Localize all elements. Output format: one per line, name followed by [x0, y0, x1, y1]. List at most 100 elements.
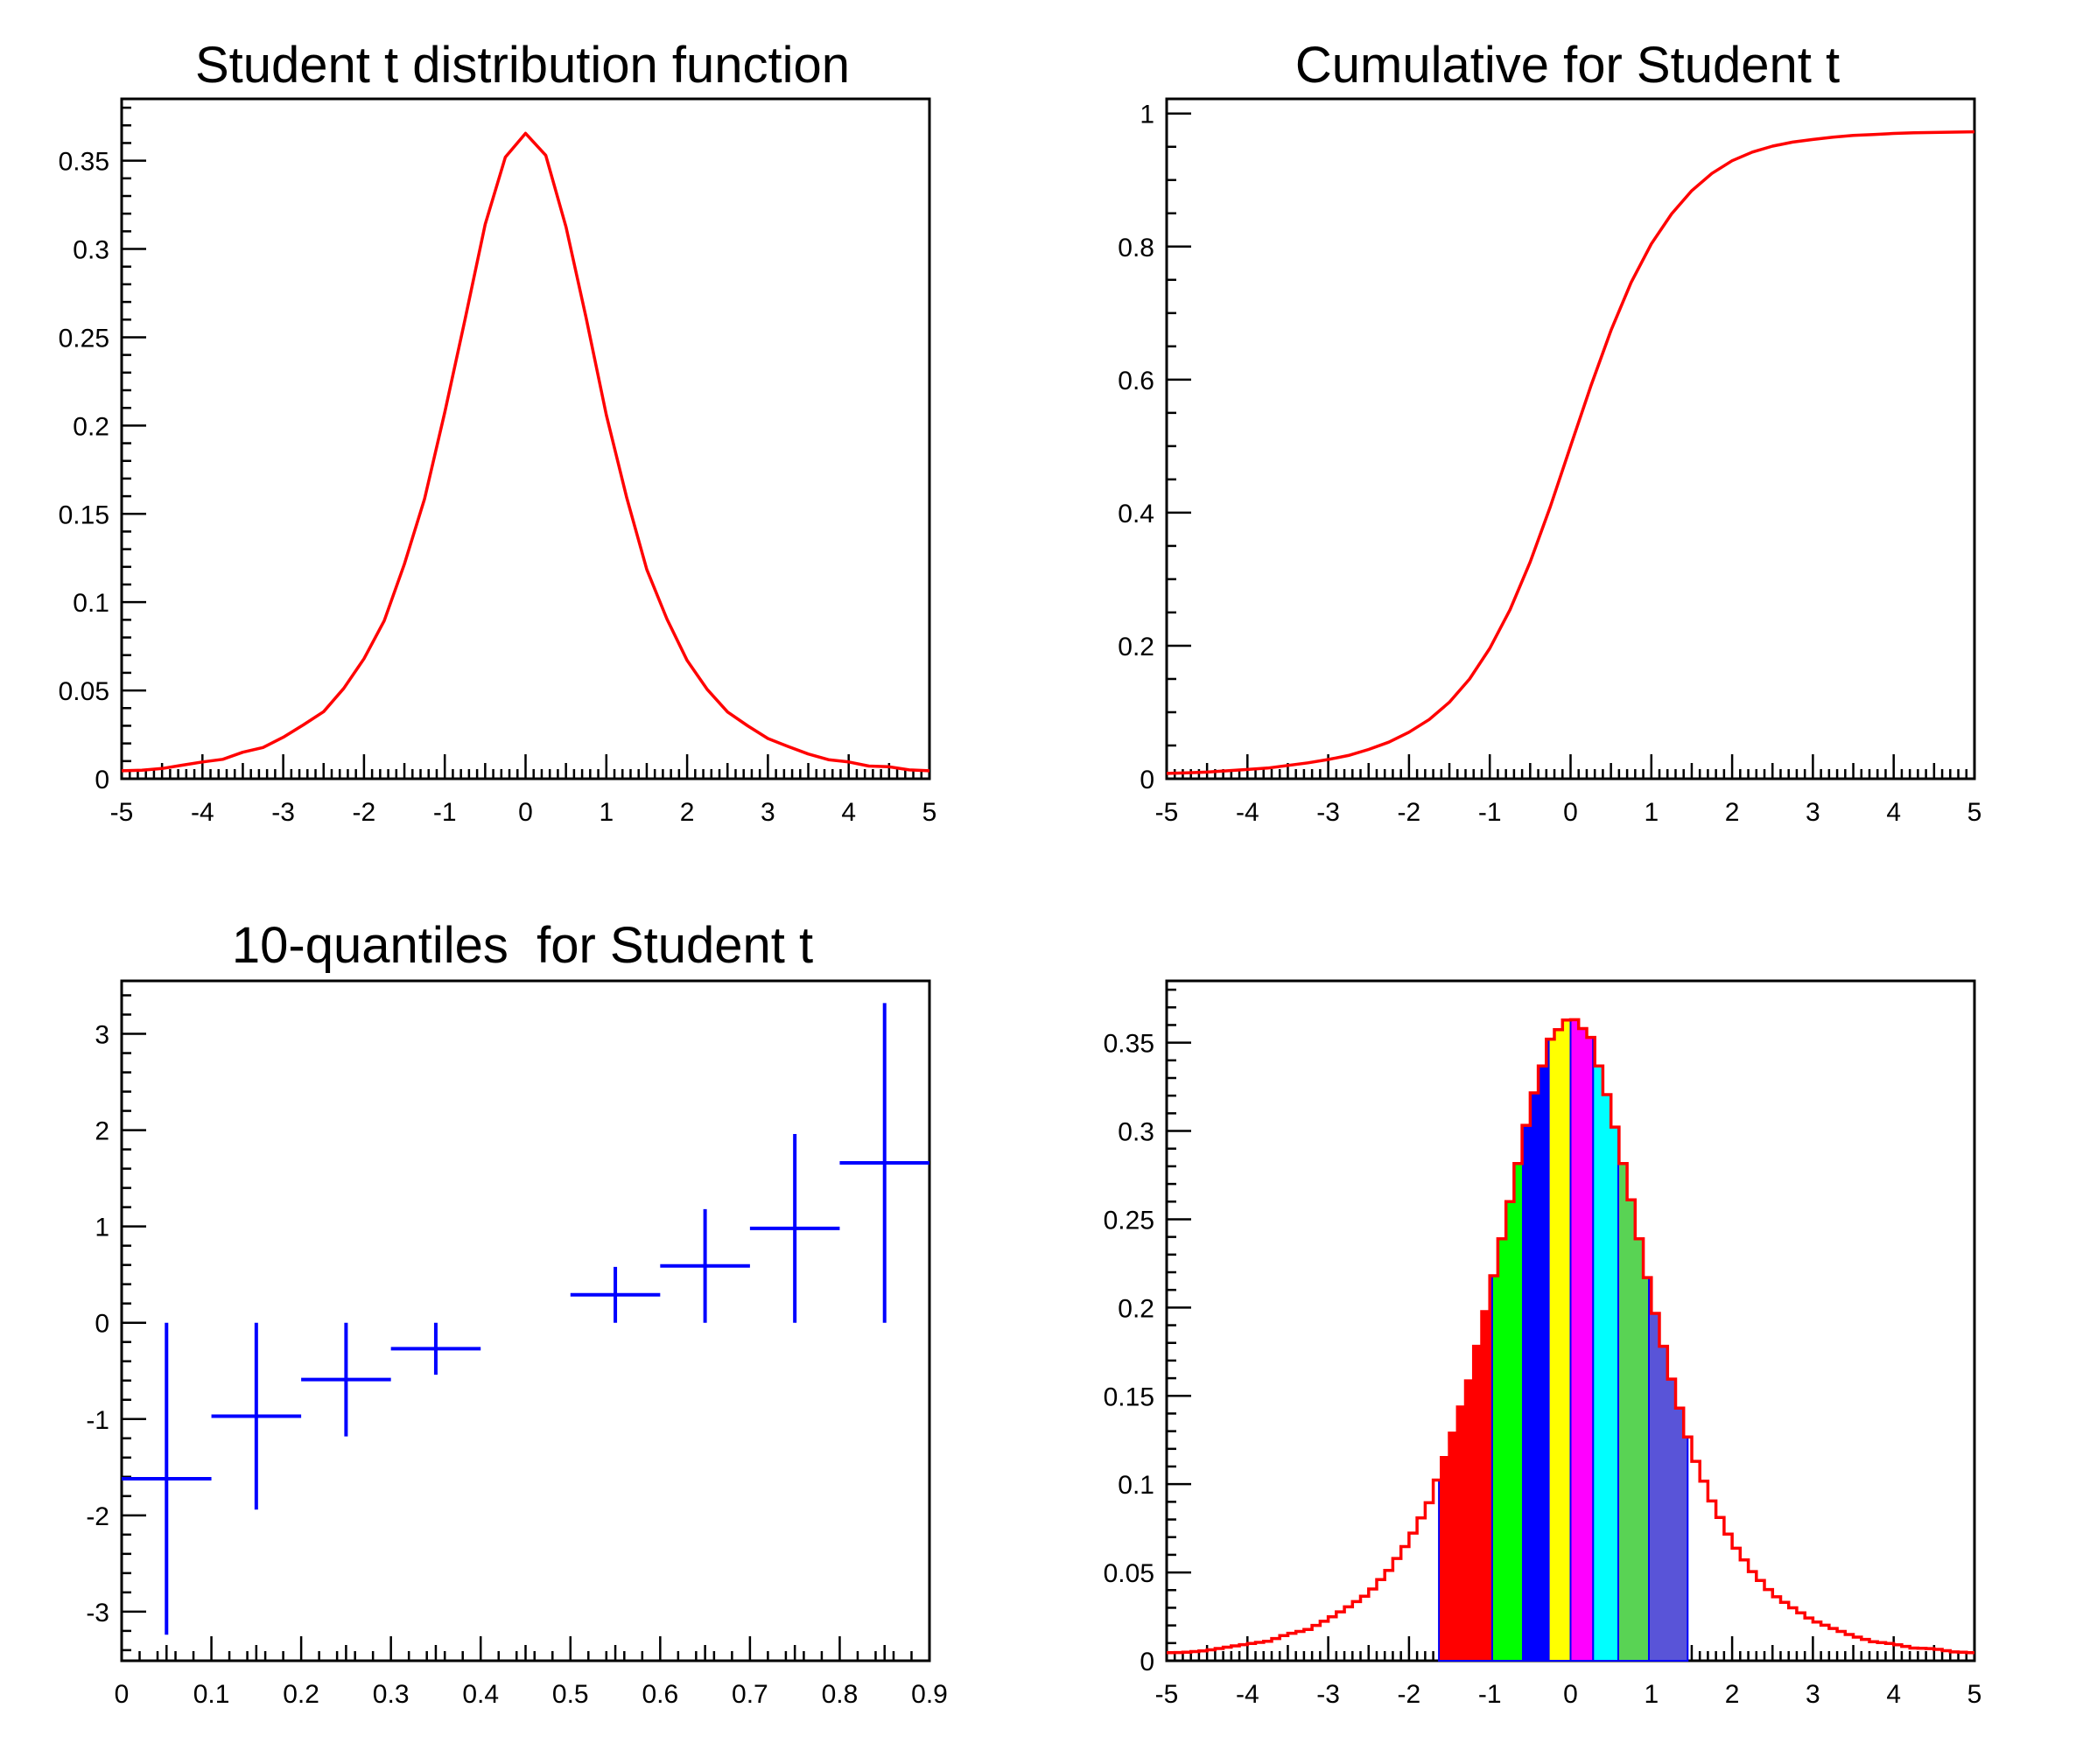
- y-tick-label: 0.1: [1118, 1471, 1154, 1500]
- x-tick-label: 0.8: [822, 1680, 859, 1709]
- x-tick-label: -4: [191, 798, 214, 827]
- y-tick-label: -2: [86, 1502, 109, 1531]
- x-tick-label: 0.4: [462, 1680, 499, 1709]
- y-tick-label: 0.2: [73, 412, 109, 441]
- x-tick-label: -1: [1478, 1680, 1502, 1709]
- x-axis: -5 -4 -3 -2 -1 0 1 2 3 4 5: [1155, 754, 1982, 827]
- x-tick-label: 0: [115, 1680, 130, 1709]
- x-tick-label: 5: [922, 798, 937, 827]
- plot-frame: [120, 979, 931, 1662]
- decile-band: [1438, 1275, 1493, 1662]
- x-tick-label: 1: [1644, 798, 1659, 827]
- y-tick-label: 0.05: [59, 677, 109, 706]
- x-tick-label: -1: [433, 798, 457, 827]
- x-axis: 0 0.1 0.2 0.3 0.4 0.5 0.6 0.7 0.8 0.9: [115, 1636, 948, 1709]
- pdf-pad-title: Student t distribution function: [194, 37, 851, 94]
- pad-student-t-decile-bands: -5 -4 -3 -2 -1 0 1 2 3 4 5 0 0.05 0.1 0.15 0.2 0.25 0.3 0.…: [1104, 979, 1982, 1709]
- decile-band: [1617, 1126, 1650, 1662]
- y-axis: 0 0.05 0.1 0.15 0.2 0.25 0.3 0.35: [1104, 988, 1191, 1676]
- y-tick-label: 0.15: [1104, 1382, 1154, 1411]
- x-axis: -5 -4 -3 -2 -1 0 1 2 3 4 5: [110, 754, 937, 827]
- x-tick-label: 1: [599, 798, 614, 827]
- y-axis: 0 0.2 0.4 0.6 0.8 1: [1118, 101, 1191, 794]
- y-tick-label: -3: [86, 1599, 109, 1628]
- cdf-curve: [1166, 130, 1975, 775]
- x-tick-label: 0.5: [552, 1680, 589, 1709]
- x-tick-label: 2: [1725, 798, 1740, 827]
- x-tick-label: -2: [1398, 798, 1421, 827]
- x-tick-label: 4: [841, 798, 856, 827]
- x-tick-label: -2: [1398, 1680, 1421, 1709]
- y-tick-label: 0.2: [1118, 1294, 1154, 1323]
- x-tick-label: 4: [1886, 798, 1901, 827]
- x-tick-label: 0.7: [732, 1680, 768, 1709]
- y-tick-label: 0.25: [59, 324, 109, 353]
- quantiles-pad-title: 10-quantiles for Student t: [231, 917, 814, 974]
- x-tick-label: 0.2: [283, 1680, 319, 1709]
- pdf-step-curve: [1167, 1018, 1974, 1655]
- pad-student-t-cdf: -5 -4 -3 -2 -1 0 1 2 3 4 5 0 0.2 0.4 0.6 0.8 1: [1118, 97, 1982, 827]
- decile-band: [1648, 1277, 1689, 1662]
- decile-bands: [1438, 1018, 1689, 1662]
- x-tick-label: 2: [680, 798, 695, 827]
- y-tick-label: 1: [95, 1214, 109, 1242]
- x-tick-label: 0.6: [642, 1680, 678, 1709]
- x-tick-label: 0.9: [911, 1680, 948, 1709]
- x-tick-label: 0.3: [373, 1680, 410, 1709]
- y-tick-label: 2: [95, 1117, 109, 1146]
- y-tick-label: 0.25: [1104, 1206, 1154, 1235]
- y-tick-label: 0.3: [1118, 1118, 1154, 1147]
- x-tick-label: 3: [1806, 798, 1820, 827]
- y-tick-label: 0.8: [1118, 234, 1154, 262]
- x-tick-label: -1: [1478, 798, 1502, 827]
- y-tick-label: 0.1: [73, 589, 109, 618]
- x-tick-label: 0: [518, 798, 533, 827]
- x-tick-label: -5: [1155, 1680, 1179, 1709]
- x-tick-label: -3: [1316, 1680, 1340, 1709]
- pad-student-t-pdf: -5 -4 -3 -2 -1 0 1 2 3 4 5 0 0.05 0.1 0.15 0.2 0.25 0.3 0.…: [59, 97, 937, 827]
- y-tick-label: -1: [86, 1406, 109, 1435]
- x-tick-label: 4: [1886, 1680, 1901, 1709]
- y-tick-label: 1: [1140, 101, 1154, 130]
- x-tick-label: 0.1: [193, 1680, 230, 1709]
- y-tick-label: 0.35: [1104, 1030, 1154, 1059]
- y-tick-label: 0.6: [1118, 367, 1154, 396]
- y-tick-label: 3: [95, 1021, 109, 1050]
- y-tick-label: 0.05: [1104, 1559, 1154, 1588]
- quantile-error-bars: [122, 1003, 929, 1635]
- x-tick-label: -2: [353, 798, 376, 827]
- pdf-curve: [121, 131, 930, 773]
- x-tick-label: 1: [1644, 1680, 1659, 1709]
- x-tick-label: -3: [1316, 798, 1340, 827]
- y-tick-label: 0: [1140, 766, 1154, 794]
- x-tick-label: -5: [1155, 798, 1179, 827]
- y-tick-label: 0: [95, 766, 109, 794]
- cdf-pad-title: Cumulative for Student t: [1294, 37, 1841, 94]
- decile-band: [1547, 1018, 1572, 1662]
- decile-band: [1491, 1124, 1524, 1662]
- x-tick-label: -3: [271, 798, 295, 827]
- x-tick-label: 5: [1967, 798, 1982, 827]
- x-tick-label: 3: [1806, 1680, 1820, 1709]
- y-tick-label: 0: [1140, 1648, 1154, 1676]
- decile-band: [1592, 1036, 1619, 1662]
- plot-frame: [1165, 97, 1976, 780]
- pad-student-t-quantiles: 0 0.1 0.2 0.3 0.4 0.5 0.6 0.7 0.8 0.9 -3 -2 -1 0 1 2 3: [86, 979, 948, 1709]
- decile-band: [1522, 1038, 1550, 1662]
- x-tick-label: 3: [761, 798, 775, 827]
- x-tick-label: -4: [1236, 798, 1259, 827]
- y-tick-label: 0.15: [59, 500, 109, 529]
- x-tick-label: 2: [1725, 1680, 1740, 1709]
- plot-frame: [120, 97, 931, 780]
- x-tick-label: 5: [1967, 1680, 1982, 1709]
- y-axis: 0 0.05 0.1 0.15 0.2 0.25 0.3 0.35: [59, 106, 146, 794]
- y-tick-label: 0.3: [73, 236, 109, 265]
- y-tick-label: 0.2: [1118, 633, 1154, 662]
- x-tick-label: -4: [1236, 1680, 1259, 1709]
- decile-band: [1569, 1018, 1595, 1662]
- x-tick-label: 0: [1563, 798, 1578, 827]
- y-tick-label: 0: [95, 1310, 109, 1339]
- x-tick-label: 0: [1563, 1680, 1578, 1709]
- y-tick-label: 0.35: [59, 148, 109, 177]
